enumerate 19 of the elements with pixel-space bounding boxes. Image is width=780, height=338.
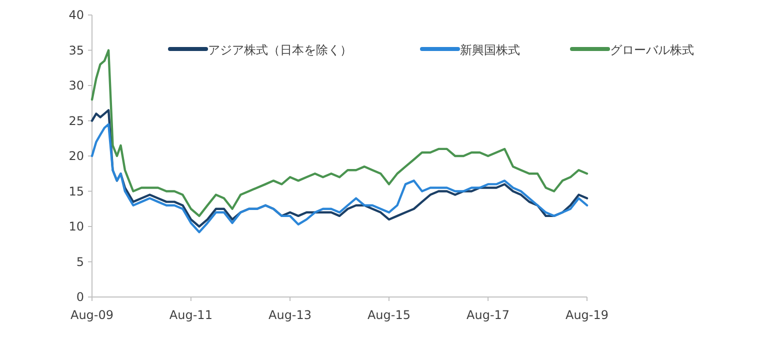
y-tick-label: 40	[68, 8, 84, 22]
y-tick-label: 35	[68, 43, 84, 58]
x-tick-label: Aug-15	[367, 308, 410, 322]
legend-label: 新興国株式	[460, 43, 520, 57]
x-tick-label: Aug-09	[70, 308, 114, 322]
y-tick-label: 5	[76, 254, 84, 269]
legend-label: アジア株式（日本を除く）	[208, 43, 352, 57]
line-series	[90, 123, 588, 234]
y-tick-label: 30	[68, 78, 84, 92]
x-tick-label: Aug-19	[565, 308, 609, 322]
y-tick-label: 10	[68, 220, 84, 234]
x-tick-label: Aug-11	[169, 308, 212, 322]
legend-label: グローバル株式	[610, 43, 694, 57]
y-tick-label: 0	[76, 290, 84, 304]
y-tick-label: 20	[68, 149, 84, 163]
y-tick-label: 15	[68, 184, 84, 198]
y-tick-label: 25	[68, 114, 84, 128]
x-tick-label: Aug-17	[466, 308, 510, 322]
x-tick-label: Aug-13	[268, 308, 312, 322]
